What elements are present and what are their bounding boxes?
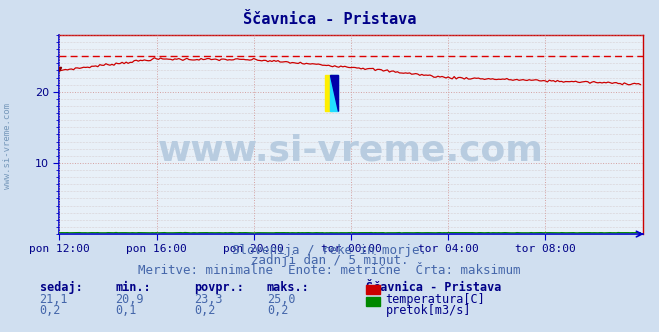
Text: 20,9: 20,9 — [115, 293, 144, 306]
Text: pretok[m3/s]: pretok[m3/s] — [386, 304, 471, 317]
Text: www.si-vreme.com: www.si-vreme.com — [3, 103, 13, 189]
Bar — [330, 75, 337, 111]
Text: 0,2: 0,2 — [40, 304, 61, 317]
Bar — [325, 75, 332, 111]
Text: 0,2: 0,2 — [194, 304, 215, 317]
Text: Ščavnica - Pristava: Ščavnica - Pristava — [366, 281, 501, 293]
Text: sedaj:: sedaj: — [40, 281, 82, 293]
Text: maks.:: maks.: — [267, 281, 310, 293]
Text: min.:: min.: — [115, 281, 151, 293]
Text: Ščavnica - Pristava: Ščavnica - Pristava — [243, 12, 416, 27]
Polygon shape — [330, 75, 337, 111]
Text: temperatura[C]: temperatura[C] — [386, 293, 485, 306]
Text: Meritve: minimalne  Enote: metrične  Črta: maksimum: Meritve: minimalne Enote: metrične Črta:… — [138, 264, 521, 277]
Text: 25,0: 25,0 — [267, 293, 295, 306]
Text: 0,1: 0,1 — [115, 304, 136, 317]
Text: 23,3: 23,3 — [194, 293, 223, 306]
Text: 21,1: 21,1 — [40, 293, 68, 306]
Text: 0,2: 0,2 — [267, 304, 288, 317]
Text: zadnji dan / 5 minut.: zadnji dan / 5 minut. — [251, 254, 408, 267]
Text: Slovenija / reke in morje.: Slovenija / reke in morje. — [232, 244, 427, 257]
Text: povpr.:: povpr.: — [194, 281, 244, 293]
Text: www.si-vreme.com: www.si-vreme.com — [158, 133, 544, 167]
